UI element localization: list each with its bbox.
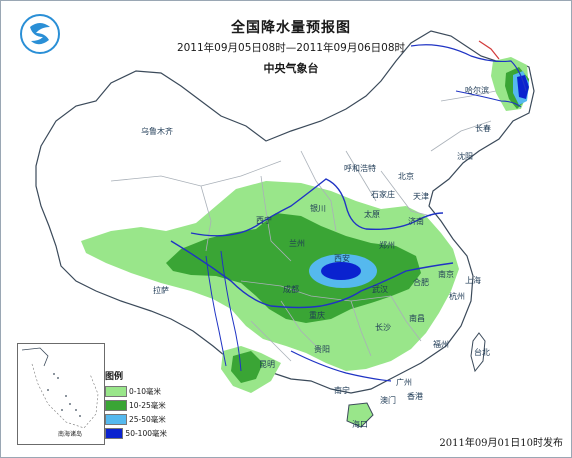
province-borders — [110, 90, 497, 362]
city-label: 太原 — [364, 210, 380, 219]
legend-label: 50-100毫米 — [125, 428, 167, 438]
title-block: 全国降水量预报图 2011年09月05日08时—2011年09月06日08时 中… — [161, 17, 421, 76]
legend-swatch — [105, 427, 124, 439]
legend-item: 10-25毫米 — [105, 398, 167, 412]
city-label: 南宁 — [334, 386, 350, 395]
city-label: 兰州 — [289, 239, 305, 248]
rain-zone-10-25-south — [231, 351, 263, 383]
city-label: 澳门 — [380, 396, 396, 405]
yellow-river — [190, 178, 444, 237]
inset-label: 南海诸岛 — [58, 431, 83, 438]
city-label: 台北 — [474, 348, 490, 357]
cma-logo-icon — [19, 13, 61, 55]
city-label: 沈阳 — [457, 152, 473, 161]
city-label: 南京 — [438, 270, 454, 279]
city-label: 西宁 — [256, 216, 272, 225]
taiwan-island — [470, 332, 486, 373]
south-china-sea-inset: 南海诸岛 — [17, 343, 105, 445]
legend-swatch — [105, 413, 127, 425]
legend-item: 25-50毫米 — [105, 412, 167, 426]
songhua-river — [455, 90, 522, 108]
forecast-period: 2011年09月05日08时—2011年09月06日08时 — [176, 42, 406, 54]
rain-zone-50-100 — [321, 262, 361, 280]
legend-title: 图例 — [105, 372, 124, 382]
legend-swatch — [105, 385, 127, 397]
legend-item: 0-10毫米 — [105, 384, 167, 398]
map-title: 全国降水量预报图 — [231, 20, 351, 36]
city-label: 长春 — [475, 124, 491, 133]
southwest-river-2 — [205, 255, 227, 367]
northeast-border-marker — [478, 40, 500, 60]
city-label: 合肥 — [413, 278, 429, 287]
agency-name: 中央气象台 — [263, 62, 319, 75]
legend-label: 10-25毫米 — [129, 400, 166, 410]
issue-time: 2011年09月01日10时发布 — [439, 438, 563, 449]
city-label: 石家庄 — [371, 190, 395, 199]
legend-swatch — [105, 399, 127, 411]
city-label: 天津 — [413, 192, 429, 201]
city-label: 上海 — [465, 276, 481, 285]
legend: 图例 0-10毫米 10-25毫米 25-50毫米 50-100毫米 — [105, 369, 167, 440]
legend-label: 25-50毫米 — [129, 414, 166, 424]
city-label: 乌鲁木齐 — [141, 127, 173, 136]
city-label: 西安 — [334, 254, 350, 263]
hainan-island — [346, 402, 374, 428]
city-label: 海口 — [352, 420, 368, 429]
legend-label: 0-10毫米 — [129, 386, 162, 396]
city-label: 昆明 — [259, 360, 275, 369]
heilongjiang-river — [410, 44, 527, 92]
legend-item: 50-100毫米 — [105, 426, 167, 440]
city-label: 北京 — [398, 172, 414, 181]
city-label: 重庆 — [309, 311, 325, 320]
city-label: 香港 — [407, 392, 423, 401]
rain-zone-50-100-northeast — [517, 75, 529, 99]
city-label: 济南 — [408, 217, 424, 226]
inset-map — [21, 347, 99, 429]
city-label: 广州 — [396, 378, 412, 387]
city-label: 拉萨 — [153, 286, 169, 295]
city-label: 哈尔滨 — [465, 86, 489, 95]
city-label: 贵阳 — [314, 345, 330, 354]
southwest-river-1 — [220, 250, 242, 372]
city-label: 武汉 — [372, 285, 388, 294]
city-label: 呼和浩特 — [344, 164, 376, 173]
city-label: 南昌 — [409, 314, 425, 323]
city-label: 长沙 — [375, 323, 391, 332]
city-label: 福州 — [433, 340, 449, 349]
city-label: 杭州 — [449, 292, 465, 301]
yangtze-river — [170, 240, 454, 309]
rain-zone-10-25 — [166, 213, 421, 323]
city-label: 郑州 — [379, 241, 395, 250]
city-label: 成都 — [283, 285, 299, 294]
pearl-river — [290, 350, 392, 382]
city-label: 银川 — [310, 204, 326, 213]
